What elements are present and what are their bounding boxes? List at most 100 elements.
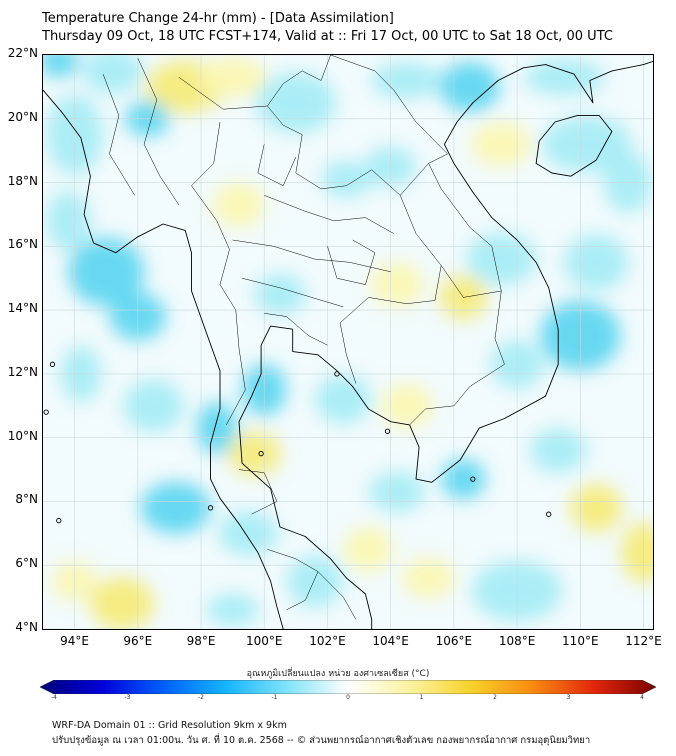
field-patch (621, 522, 653, 583)
admin-border (232, 239, 391, 273)
lon-tick-label: 104°E (372, 634, 409, 648)
temperature-field (43, 55, 653, 629)
field-patch (370, 262, 423, 307)
lat-tick-label: 10°N (7, 428, 38, 443)
field-patch (43, 55, 79, 78)
footer-model-info: WRF-DA Domain 01 :: Grid Resolution 9km … (52, 720, 287, 731)
admin-border (428, 163, 502, 292)
field-patch (206, 593, 259, 626)
admin-border (264, 195, 394, 234)
field-patch (368, 471, 425, 512)
field-patch (541, 116, 632, 173)
field-patch (196, 402, 237, 455)
lat-tick-label: 20°N (7, 109, 38, 124)
lon-tick-label: 102°E (309, 634, 346, 648)
island (43, 409, 49, 415)
lat-tick-label: 8°N (15, 492, 38, 507)
field-patch (402, 557, 455, 598)
colorbar-tick-label: 4 (640, 694, 644, 701)
colorbar-tick-label: 0 (346, 694, 350, 701)
footer-credit: ปรับปรุงข้อมูล ณ เวลา 01:00น. วัน ศ. ที่… (52, 735, 591, 746)
field-patch (218, 511, 279, 556)
field-patch (371, 62, 442, 99)
field-patch (228, 431, 281, 476)
admin-border (178, 77, 442, 384)
island (49, 361, 56, 367)
colorbar-bar (39, 679, 657, 695)
field-patch (564, 234, 629, 291)
colorbar-tick-label: -2 (198, 694, 204, 701)
map-subtitle: Thursday 09 Oct, 18 UTC FCST+174, Valid … (42, 29, 613, 44)
admin-border (264, 313, 328, 346)
lat-tick-label: 4°N (15, 620, 38, 634)
colorbar-tick-label: -4 (51, 694, 57, 701)
admin-border (242, 277, 344, 308)
admin-border (409, 265, 505, 426)
lat-tick-label: 22°N (7, 46, 38, 60)
field-patch (380, 383, 433, 428)
map-panel (42, 54, 654, 630)
coastline (292, 60, 653, 483)
field-patch (254, 274, 307, 315)
temperature-change-map (43, 55, 653, 629)
island (470, 476, 476, 482)
island (258, 450, 264, 457)
lat-tick-label: 6°N (15, 556, 38, 571)
colorbar-label: อุณหภูมิเปลี่ยนแปลง หน่วย องศาเซลเซียส (… (246, 669, 430, 679)
island (546, 511, 552, 517)
lon-tick-label: 94°E (60, 634, 90, 648)
field-patch (524, 59, 605, 96)
lon-tick-label: 98°E (186, 634, 216, 648)
field-patch (286, 555, 343, 608)
field-patch (439, 61, 500, 112)
lon-tick-label: 96°E (123, 634, 153, 648)
lon-tick-label: 100°E (245, 634, 283, 648)
colorbar-tick-label: -3 (124, 694, 131, 701)
lon-tick-label: 106°E (435, 634, 473, 648)
field-patch (123, 379, 184, 432)
province-border-layer (102, 55, 505, 620)
lat-tick-label: 18°N (7, 173, 38, 188)
coastline (43, 89, 284, 629)
lat-tick-label: 14°N (7, 301, 38, 316)
field-patch (82, 55, 143, 93)
field-patch (255, 72, 336, 133)
field-patch (90, 577, 155, 629)
admin-border (317, 571, 357, 620)
island (207, 505, 214, 511)
coastline (535, 115, 613, 177)
colorbar (39, 679, 657, 695)
field-patch (570, 483, 623, 532)
field-patch (140, 481, 211, 534)
admin-border (257, 144, 297, 187)
colorbar-tick-label: 1 (419, 694, 424, 701)
lon-tick-label: 110°E (562, 634, 599, 648)
admin-border (327, 239, 376, 285)
field-patch (321, 161, 372, 198)
field-patch (530, 428, 587, 473)
coastline-layer (43, 60, 653, 629)
lon-tick-label: 112°E (625, 634, 662, 648)
lat-tick-label: 16°N (7, 237, 38, 252)
field-patch (343, 527, 394, 572)
island (56, 517, 62, 524)
admin-border (102, 74, 135, 196)
admin-border (267, 55, 449, 196)
field-patch (198, 57, 267, 98)
field-patch (471, 122, 532, 167)
lat-lon-grid (43, 55, 653, 629)
field-patch (46, 190, 91, 251)
admin-border (137, 58, 180, 206)
map-title: Temperature Change 24-hr (mm) - [Data As… (42, 11, 394, 26)
field-patch (441, 459, 486, 500)
lon-tick-label: 108°E (498, 634, 536, 648)
colorbar-tick-label: 2 (493, 694, 497, 701)
field-patch (68, 237, 145, 306)
field-patch (212, 182, 265, 227)
colorbar-tick-label: -1 (271, 694, 278, 701)
island (334, 371, 340, 377)
island (384, 428, 391, 434)
field-patch (466, 233, 537, 286)
field-patch (315, 375, 372, 424)
admin-border (238, 469, 278, 515)
